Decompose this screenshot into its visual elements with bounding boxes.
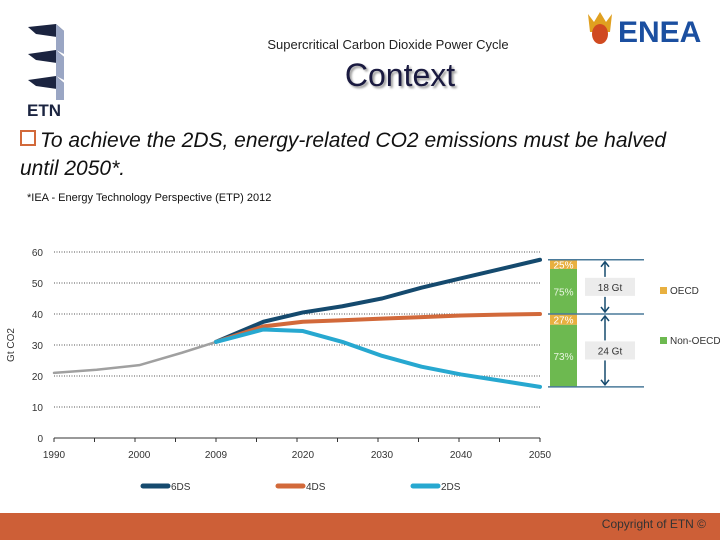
oecd-share-label: 25%: [553, 260, 573, 271]
arrow-up-icon: [600, 314, 610, 322]
arrow-down-icon: [600, 379, 610, 387]
legend-label: 2DS: [441, 482, 461, 493]
y-tick-label: 10: [32, 403, 44, 414]
bar-legend-label: OECD: [670, 286, 699, 297]
slide-subtitle: Supercritical Carbon Dioxide Power Cycle: [267, 37, 509, 52]
copyright-text: Copyright of ETN ©: [601, 517, 706, 531]
non-oecd-bar-segment: [550, 268, 577, 314]
y-tick-label: 60: [32, 248, 44, 259]
amount-box: [585, 277, 635, 296]
reduction-amount-label: 18 Gt: [598, 283, 623, 294]
bar-legend-swatch: [660, 287, 667, 294]
footer-bar: [0, 513, 720, 540]
amount-box: [585, 341, 635, 360]
x-tick-label: 2030: [371, 450, 394, 461]
etn-logo: [28, 24, 64, 100]
oecd-bar-segment: [550, 314, 577, 325]
y-tick-label: 40: [32, 310, 44, 321]
x-tick-label: 1990: [43, 450, 66, 461]
y-axis-label: Gt CO2: [6, 328, 17, 362]
series-line-6ds: [214, 257, 542, 344]
bullet-text: To achieve the 2DS, energy-related CO2 e…: [20, 129, 667, 180]
non-oecd-share-label: 73%: [553, 352, 573, 363]
reduction-amount-label: 24 Gt: [598, 346, 623, 357]
etn-logo-text: ETN: [27, 101, 61, 120]
legend-label: 4DS: [306, 482, 326, 493]
x-tick-label: 2020: [292, 450, 315, 461]
arrow-up-icon: [600, 260, 610, 268]
bullet-point: To achieve the 2DS, energy-related CO2 e…: [20, 127, 710, 183]
history-line: [52, 340, 218, 375]
y-tick-label: 30: [32, 341, 44, 352]
enea-logo: ENEA: [588, 12, 701, 49]
x-tick-label: 2050: [529, 450, 552, 461]
x-tick-label: 2040: [450, 450, 473, 461]
non-oecd-bar-segment: [550, 324, 577, 387]
oecd-share-label: 27%: [553, 315, 573, 326]
non-oecd-share-label: 75%: [553, 287, 573, 298]
legend-label: 6DS: [171, 482, 191, 493]
y-tick-label: 20: [32, 372, 44, 383]
series-line-2ds: [214, 327, 542, 389]
hollow-square-bullet-icon: [20, 130, 36, 146]
slide-title: Context: [344, 57, 456, 93]
bar-legend-swatch: [660, 337, 667, 344]
y-tick-label: 50: [32, 279, 44, 290]
oecd-bar-segment: [550, 259, 577, 269]
arrow-down-icon: [600, 306, 610, 314]
series-line-4ds: [214, 312, 542, 344]
source-note: *IEA - Energy Technology Perspective (ET…: [27, 192, 272, 204]
x-tick-label: 2009: [205, 450, 228, 461]
enea-logo-text: ENEA: [618, 16, 701, 49]
x-tick-label: 2000: [128, 450, 151, 461]
y-tick-label: 0: [37, 434, 43, 445]
bar-legend-label: Non-OECD: [670, 336, 720, 347]
